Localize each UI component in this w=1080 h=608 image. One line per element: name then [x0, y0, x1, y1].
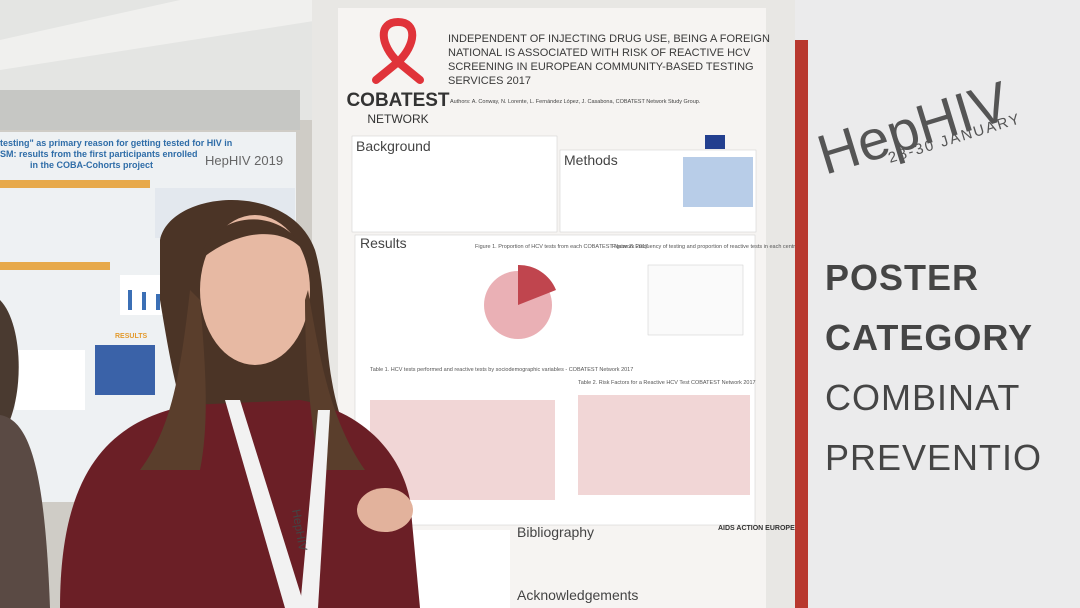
- section-heading: Methods: [564, 152, 618, 168]
- heading: testing" as primary reason for getting t…: [0, 138, 232, 148]
- banner: HepHIV 28-30 JANUARY POSTER CATEGORY COM…: [795, 0, 1080, 608]
- title-line: SERVICES 2017: [448, 75, 531, 87]
- sponsor: AIDS ACTION EUROPE: [718, 525, 795, 532]
- section-heading: Results: [360, 235, 407, 251]
- title-line: INDEPENDENT OF INJECTING DRUG USE, BEING…: [448, 33, 770, 45]
- person-body: [0, 415, 50, 608]
- authors: Authors: A. Conway, N. Lorente, L. Ferná…: [450, 99, 701, 105]
- results-label: RESULTS: [115, 333, 147, 340]
- figure-caption: Figure 1. Proportion of HCV tests from e…: [475, 244, 648, 250]
- figure-caption: Figure 2. Frequency of testing and propo…: [612, 244, 864, 250]
- title-line: SCREENING IN EUROPEAN COMMUNITY-BASED TE…: [448, 61, 754, 73]
- banner-line: POSTER: [825, 257, 979, 298]
- banner-line: PREVENTIO: [825, 437, 1042, 478]
- banner-line: COMBINAT: [825, 377, 1020, 418]
- ceiling-light: [0, 0, 320, 70]
- logo-sub: NETWORK: [367, 112, 428, 126]
- section-heading: Bibliography: [517, 524, 594, 540]
- brand: HepHIV 2019: [205, 153, 283, 168]
- section-heading: Acknowledgements: [517, 587, 638, 603]
- person-hair: [0, 300, 19, 420]
- logo-name: COBATEST: [346, 90, 449, 111]
- banner-line: CATEGORY: [825, 317, 1033, 358]
- table-caption: Table 1. HCV tests performed and reactiv…: [370, 367, 633, 373]
- heading: in the COBA-Cohorts project: [30, 160, 153, 170]
- heading: SM: results from the first participants …: [0, 149, 198, 159]
- logo-ribbon: [372, 17, 424, 84]
- woman: HepHIV: [60, 200, 420, 608]
- title-line: NATIONAL IS ASSOCIATED WITH RISK OF REAC…: [448, 47, 751, 59]
- table-caption: Table 2. Risk Factors for a Reactive HCV…: [578, 380, 756, 386]
- wall: [0, 90, 300, 130]
- eu-flag: [705, 135, 725, 149]
- section-heading: Background: [356, 138, 431, 154]
